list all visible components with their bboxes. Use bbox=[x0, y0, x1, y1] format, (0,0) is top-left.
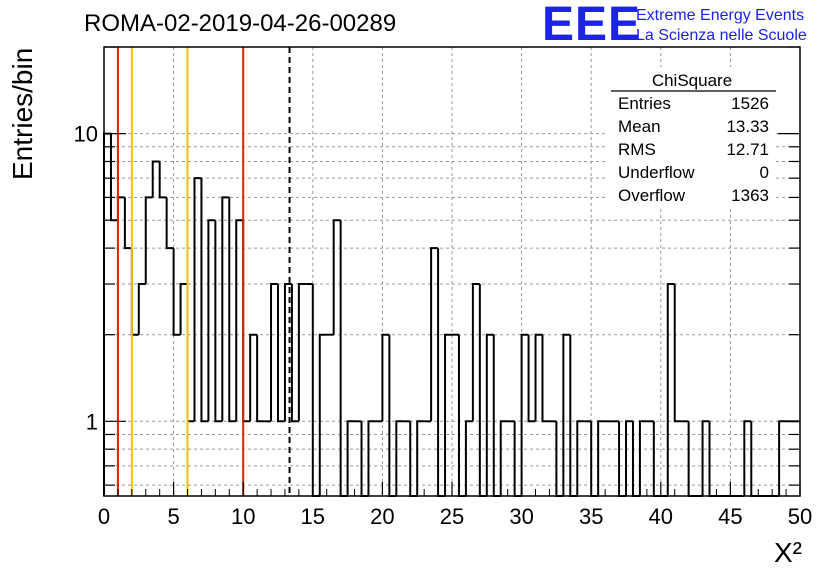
histogram-bin bbox=[116, 196, 125, 221]
x-tick-label: 0 bbox=[98, 504, 110, 529]
histogram-bin bbox=[283, 283, 292, 422]
x-tick-label: 15 bbox=[301, 504, 325, 529]
histogram-bin bbox=[437, 248, 446, 497]
eee-logo-line2: La Scienza nelle Scuole bbox=[636, 27, 807, 44]
y-tick-label: 10 bbox=[74, 122, 98, 147]
eee-logo-mark: EEE bbox=[542, 0, 641, 51]
stats-row-label: Mean bbox=[618, 117, 661, 136]
histogram-bin bbox=[137, 283, 146, 335]
histogram-bin bbox=[221, 196, 230, 422]
stats-row-value: 13.33 bbox=[726, 117, 769, 136]
histogram-bin bbox=[471, 283, 480, 422]
stats-box-rows: Entries 1526 Mean 13.33 RMS 12.71 Underflow 0 Ov… bbox=[618, 94, 769, 205]
histogram-bin bbox=[520, 333, 529, 496]
histogram-bin bbox=[673, 284, 682, 423]
reference-lines bbox=[116, 47, 291, 496]
histogram-bin bbox=[186, 284, 195, 423]
x-tick-label: 5 bbox=[167, 504, 179, 529]
stats-row-label: Overflow bbox=[618, 186, 686, 205]
histogram-bin bbox=[235, 219, 244, 422]
x-tick-label: 50 bbox=[788, 504, 812, 529]
stats-row-value: 1363 bbox=[731, 186, 769, 205]
axis-ticks: 0 5 10 15 20 25 30 35 40 45 50 1 10 bbox=[74, 46, 812, 529]
histogram-bin bbox=[158, 161, 167, 199]
histogram-series bbox=[103, 132, 800, 497]
histogram-bin bbox=[527, 334, 536, 423]
histogram-bin bbox=[492, 334, 501, 497]
histogram-bin bbox=[297, 283, 306, 422]
histogram-bin bbox=[332, 219, 341, 335]
histogram-bin bbox=[249, 333, 258, 422]
histogram-bin bbox=[562, 333, 571, 496]
histogram-bin bbox=[367, 420, 376, 496]
histogram-bin bbox=[172, 248, 181, 336]
histogram-bin bbox=[464, 420, 473, 496]
histogram-bin bbox=[430, 247, 439, 422]
x-tick-label: 35 bbox=[579, 504, 603, 529]
histogram-bin bbox=[277, 284, 285, 423]
stats-row-label: RMS bbox=[618, 140, 656, 159]
y-axis-label: Entries/bin bbox=[7, 48, 38, 180]
histogram-bin bbox=[499, 420, 508, 496]
histogram-bin bbox=[666, 283, 675, 496]
histogram-bin bbox=[311, 284, 320, 497]
histogram-bin bbox=[444, 333, 452, 496]
histogram-bin bbox=[395, 420, 404, 496]
eee-logo-line1: Extreme Energy Events bbox=[636, 7, 804, 24]
histogram-bin bbox=[339, 220, 348, 497]
stats-box-title: ChiSquare bbox=[652, 71, 732, 90]
histogram-bin bbox=[290, 284, 299, 423]
histogram-bin bbox=[242, 220, 251, 423]
histogram-bin bbox=[534, 333, 543, 422]
histogram-bin bbox=[144, 196, 153, 285]
histogram-bin bbox=[214, 220, 223, 423]
x-tick-label: 40 bbox=[649, 504, 673, 529]
histogram-bin bbox=[346, 420, 355, 496]
histogram-bin bbox=[485, 333, 494, 496]
histogram-bin bbox=[416, 420, 425, 496]
histogram-bin bbox=[638, 420, 647, 496]
histogram-bin bbox=[193, 177, 202, 422]
x-tick-label: 25 bbox=[440, 504, 464, 529]
histogram-bin bbox=[165, 197, 174, 250]
histogram-bin bbox=[151, 160, 160, 198]
histogram-bin bbox=[625, 420, 633, 496]
stats-row-value: 1526 bbox=[731, 94, 769, 113]
histogram-bin bbox=[228, 197, 237, 423]
stats-row-label: Entries bbox=[618, 94, 671, 113]
x-tick-label: 20 bbox=[370, 504, 394, 529]
histogram-bin bbox=[541, 334, 550, 423]
x-tick-label: 10 bbox=[231, 504, 255, 529]
x-tick-label: 45 bbox=[718, 504, 742, 529]
x-axis-label: X² bbox=[774, 537, 802, 568]
histogram-bin bbox=[103, 132, 111, 496]
x-tick-label: 30 bbox=[509, 504, 533, 529]
histogram-bin bbox=[701, 420, 710, 496]
histogram-bin bbox=[457, 334, 466, 497]
histogram-bin bbox=[179, 283, 188, 335]
y-tick-label: 1 bbox=[86, 409, 98, 434]
histogram-bin bbox=[200, 178, 209, 423]
histogram-bin bbox=[388, 334, 397, 497]
stats-row-label: Underflow bbox=[618, 163, 695, 182]
histogram-bin bbox=[478, 284, 487, 497]
histogram-bin bbox=[318, 333, 327, 496]
stats-row-value: 12.71 bbox=[726, 140, 769, 159]
stats-row-value: 0 bbox=[760, 163, 769, 182]
histogram-bin bbox=[256, 334, 265, 423]
histogram-bin bbox=[130, 248, 139, 336]
histogram-bin bbox=[207, 219, 216, 422]
stats-box: ChiSquare Entries 1526 Mean 13.33 RMS 12.71 Un… bbox=[606, 67, 776, 209]
histogram-bin bbox=[576, 420, 585, 496]
histogram-bin bbox=[569, 334, 578, 497]
eee-logo: EEE Extreme Energy Events La Scienza nel… bbox=[542, 0, 807, 51]
histogram-bin bbox=[381, 333, 390, 422]
histogram-bin bbox=[123, 197, 132, 250]
histogram-bin bbox=[597, 420, 606, 496]
histogram-bin bbox=[743, 420, 752, 496]
histogram-bin bbox=[270, 283, 278, 422]
chart-title: ROMA-02-2019-04-26-00289 bbox=[84, 10, 396, 37]
